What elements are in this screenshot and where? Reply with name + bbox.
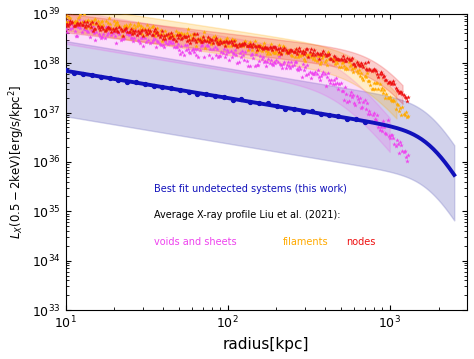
Text: Average X-ray profile Liu et al. (2021):: Average X-ray profile Liu et al. (2021): bbox=[154, 210, 340, 220]
X-axis label: radius[kpc]: radius[kpc] bbox=[223, 337, 310, 352]
Text: filaments: filaments bbox=[283, 237, 328, 247]
Text: voids and sheets: voids and sheets bbox=[154, 237, 237, 247]
Text: Best fit undetected systems (this work): Best fit undetected systems (this work) bbox=[154, 183, 347, 194]
Y-axis label: $L_X(0.5-2\mathrm{keV})[\mathrm{erg/s/kpc}^2]$: $L_X(0.5-2\mathrm{keV})[\mathrm{erg/s/kp… bbox=[7, 85, 27, 239]
Text: nodes: nodes bbox=[346, 237, 376, 247]
